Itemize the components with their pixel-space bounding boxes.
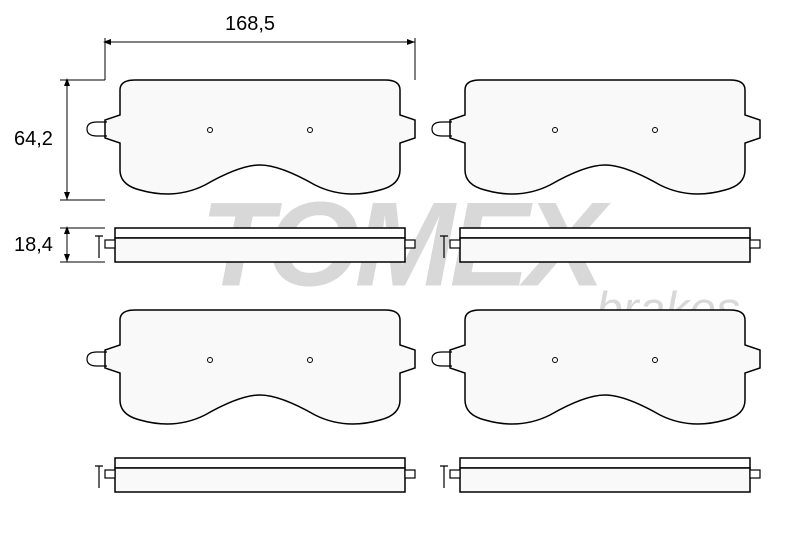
pad-face-1 [87,80,415,194]
pad-edge-1 [95,228,415,262]
pad-face-3 [87,310,415,424]
pad-edge-4 [440,458,760,492]
dim-thickness-label: 18,4 [14,234,53,257]
pad-face-4 [432,310,760,424]
pad-edge-2 [440,228,760,262]
technical-drawing [0,0,800,534]
pad-face-2 [432,80,760,194]
dim-width-label: 168,5 [225,13,275,36]
pad-edge-3 [95,458,415,492]
dim-height-label: 64,2 [14,128,53,151]
